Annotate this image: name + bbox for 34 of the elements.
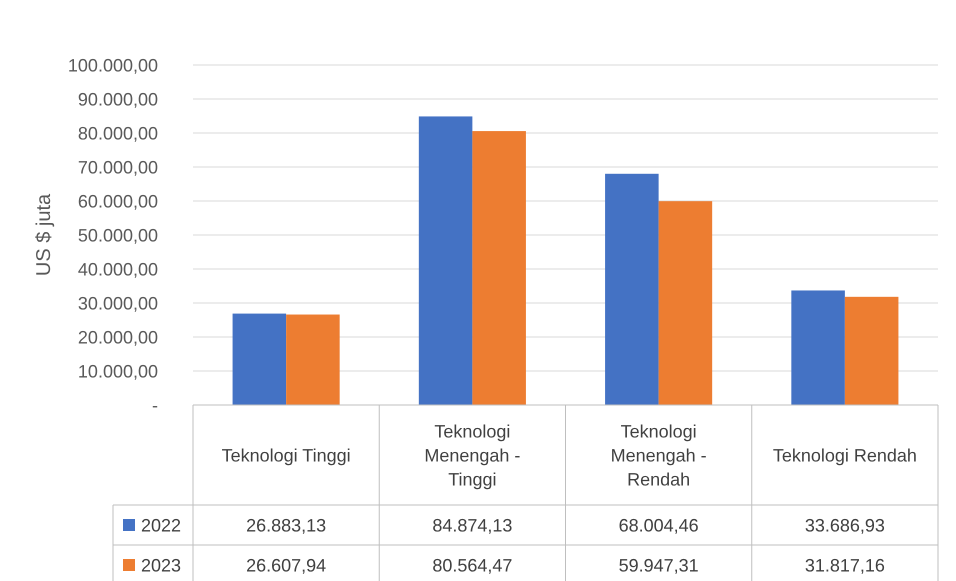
x-tick-label: Teknologi Rendah [772, 445, 917, 466]
legend-label: 2022 [141, 515, 182, 536]
bar [286, 314, 340, 405]
data-label: 26.883,13 [246, 515, 326, 536]
y-axis-title: US $ juta [33, 192, 55, 276]
y-tick-label: 90.000,00 [78, 89, 158, 110]
data-label: 31.817,16 [804, 555, 885, 576]
bar [472, 131, 526, 405]
y-tick-label: 70.000,00 [78, 157, 158, 178]
bar [658, 201, 712, 405]
bar [605, 174, 659, 405]
x-tick-label: Teknologi Menengah - Tinggi [424, 421, 520, 490]
y-tick-label: 50.000,00 [78, 225, 158, 246]
bar [791, 290, 845, 405]
bar [232, 314, 286, 405]
y-tick-label: 40.000,00 [78, 259, 158, 280]
data-label: 80.564,47 [432, 555, 512, 576]
y-tick-label: 20.000,00 [78, 327, 158, 348]
data-label: 59.947,31 [618, 555, 699, 576]
data-label: 26.607,94 [246, 555, 326, 576]
y-tick-label: - [152, 395, 158, 416]
legend-label: 2023 [141, 555, 182, 576]
bar [418, 116, 472, 405]
x-tick-label: Teknologi Tinggi [222, 445, 351, 466]
data-label: 33.686,93 [804, 515, 885, 536]
data-label: 68.004,46 [618, 515, 699, 536]
y-tick-label: 10.000,00 [78, 361, 158, 382]
bar [844, 296, 898, 405]
y-tick-label: 30.000,00 [78, 293, 158, 314]
y-tick-label: 80.000,00 [78, 123, 158, 144]
x-tick-label: Teknologi Menengah - Rendah [610, 421, 707, 490]
y-tick-label: 60.000,00 [78, 191, 158, 212]
data-label: 84.874,13 [432, 515, 512, 536]
y-tick-label: 100.000,00 [68, 55, 158, 76]
